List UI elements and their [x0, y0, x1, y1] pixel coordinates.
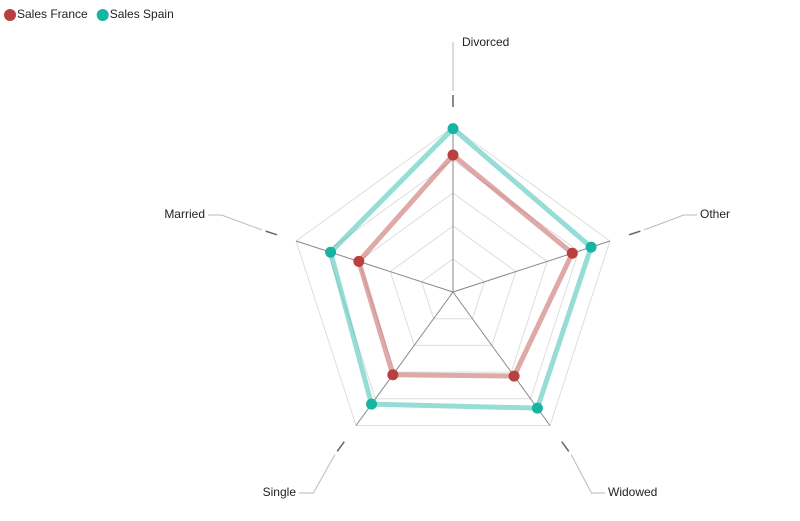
axis-tick — [336, 441, 345, 452]
legend-marker — [4, 9, 16, 21]
axis-tick — [628, 230, 641, 236]
axis-line — [452, 240, 611, 293]
axis-tick — [561, 441, 570, 452]
grid-line — [389, 225, 517, 346]
axis-tick — [265, 230, 278, 236]
data-point — [585, 241, 597, 253]
series-line — [327, 125, 594, 411]
data-point — [531, 402, 543, 414]
axis-line — [452, 291, 551, 426]
series-line — [356, 151, 576, 379]
grid-line — [295, 126, 611, 426]
leader-line — [299, 454, 336, 494]
data-point — [566, 247, 578, 259]
leader-line — [570, 454, 605, 494]
data-point — [508, 370, 520, 382]
data-point — [353, 255, 365, 267]
data-point — [387, 369, 399, 381]
axis-label: Single — [263, 485, 297, 499]
data-point — [325, 246, 337, 258]
grid-line — [326, 159, 580, 400]
axis-label: Widowed — [608, 485, 657, 499]
axis-label: Married — [164, 207, 205, 221]
leader-line — [643, 214, 697, 231]
axis-label: Other — [700, 207, 730, 221]
data-point — [447, 123, 459, 135]
data-point — [366, 398, 378, 410]
legend-label: Sales Spain — [110, 7, 174, 21]
legend-marker — [96, 9, 109, 21]
axis-label: Divorced — [462, 35, 509, 49]
grid-line — [421, 258, 485, 320]
legend-label: Sales France — [17, 7, 88, 21]
leader-line — [208, 214, 263, 231]
axis-line — [295, 240, 454, 293]
leader-line — [452, 42, 454, 91]
data-point — [447, 149, 459, 161]
grid-line — [358, 192, 548, 373]
